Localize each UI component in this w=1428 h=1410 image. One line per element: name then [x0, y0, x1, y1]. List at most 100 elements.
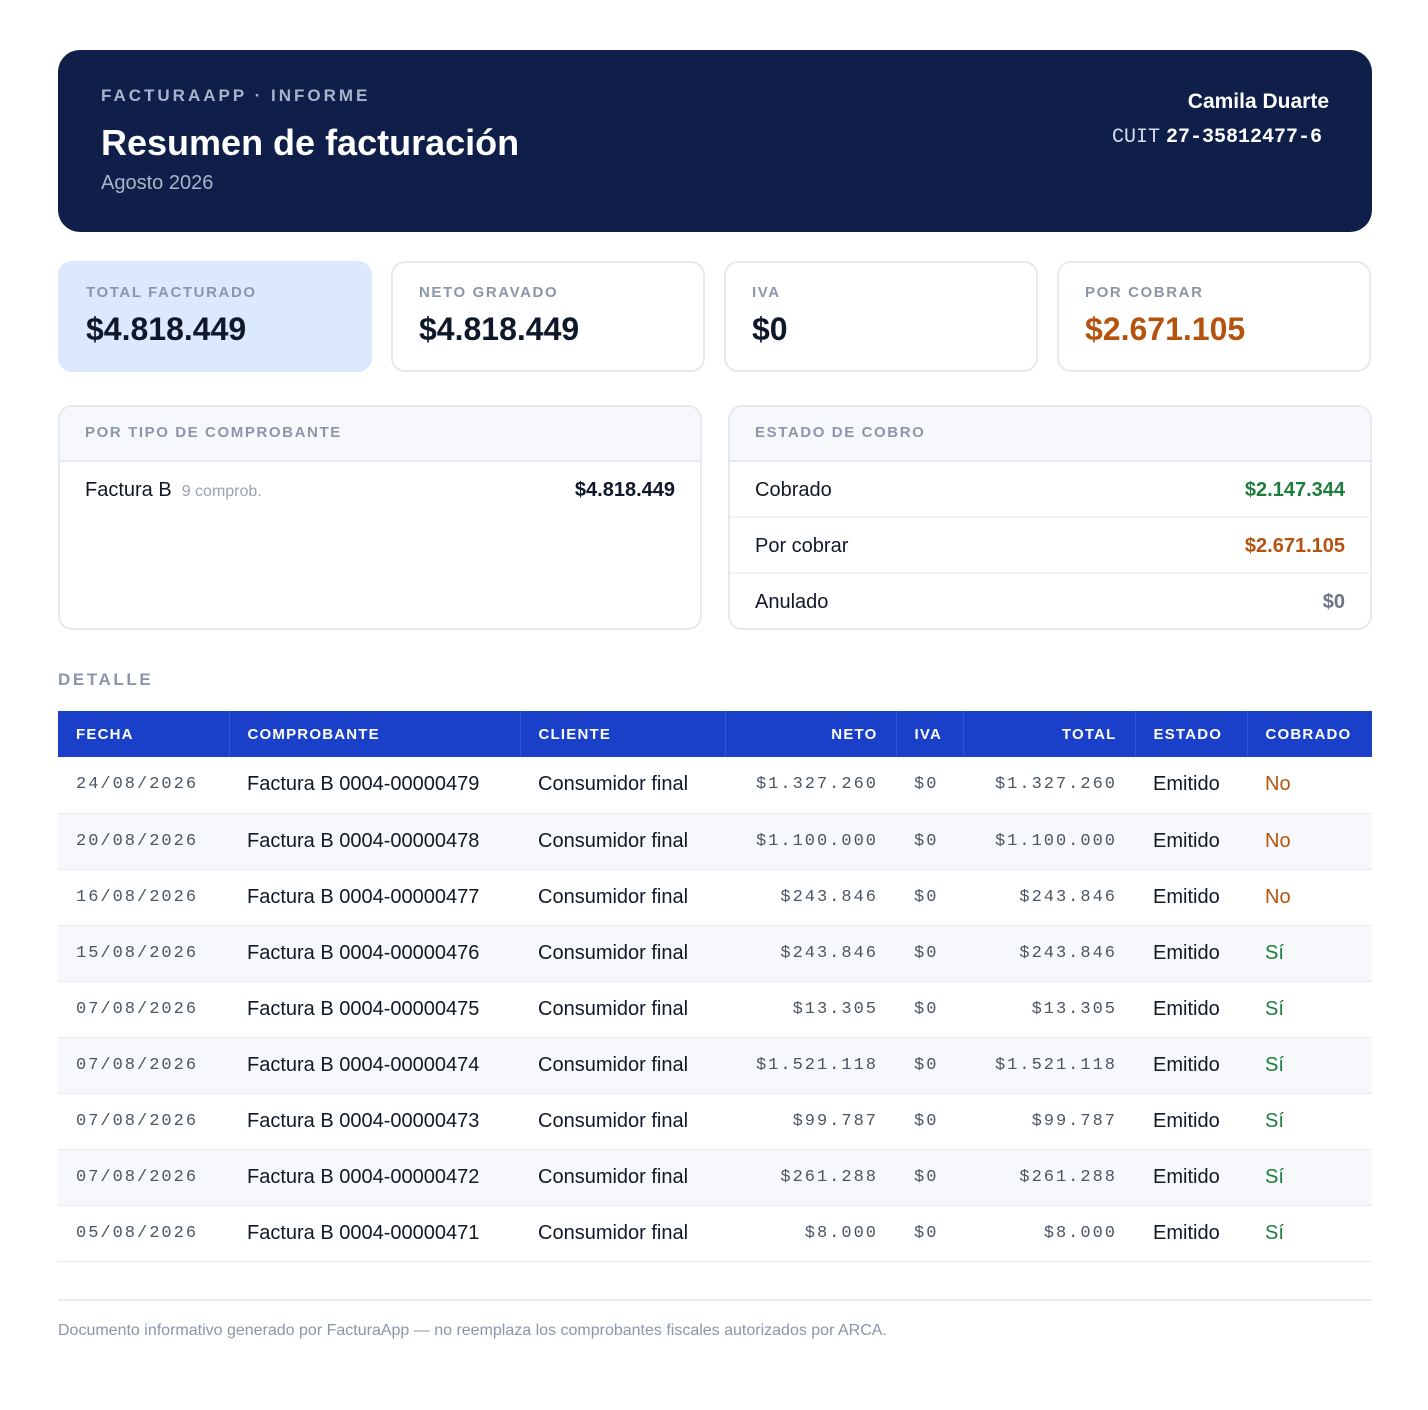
cell-cobrado: Sí [1247, 1093, 1372, 1150]
cell-neto: $8.000 [725, 1205, 896, 1262]
cell-total: $13.305 [963, 981, 1135, 1038]
table-row[interactable]: 15/08/2026 Factura B 0004-00000476 Consumi… [58, 925, 1372, 982]
cell-estado: Emitido [1135, 1037, 1247, 1094]
cell-estado: Emitido [1135, 925, 1247, 982]
cell-fecha: 24/08/2026 [58, 757, 229, 814]
cell-total: $99.787 [963, 1093, 1135, 1150]
cell-cobrado: Sí [1247, 981, 1372, 1038]
column-header-cliente[interactable]: CLIENTE [520, 711, 726, 757]
cell-total: $261.288 [963, 1149, 1135, 1206]
panel-by-type: POR TIPO DE COMPROBANTE Factura B 9 compr… [58, 405, 702, 630]
cell-iva: $0 [896, 757, 963, 814]
column-header-estado[interactable]: ESTADO [1135, 711, 1248, 757]
type-amount: $4.818.449 [574, 479, 675, 501]
cell-cliente: Consumidor final [520, 1093, 725, 1150]
cell-cobrado: Sí [1247, 1205, 1372, 1262]
cell-comprobante: Factura B 0004-00000471 [229, 1205, 520, 1262]
cell-iva: $0 [896, 869, 963, 926]
cell-estado: Emitido [1135, 813, 1247, 870]
column-header-fecha[interactable]: FECHA [58, 711, 230, 757]
table-row[interactable]: 20/08/2026 Factura B 0004-00000478 Consumi… [58, 813, 1372, 870]
status-label: Anulado [755, 591, 829, 613]
kpi-value: $0 [752, 311, 788, 347]
cell-comprobante: Factura B 0004-00000479 [229, 757, 520, 814]
list-item: Cobrado $2.147.344 [730, 462, 1370, 518]
cell-fecha: 07/08/2026 [58, 1037, 229, 1094]
cell-fecha: 15/08/2026 [58, 925, 229, 982]
cell-cobrado: No [1247, 869, 1372, 926]
cell-fecha: 07/08/2026 [58, 981, 229, 1038]
cell-cobrado: No [1247, 757, 1372, 814]
cell-estado: Emitido [1135, 1149, 1247, 1206]
table-row[interactable]: 07/08/2026 Factura B 0004-00000472 Consumi… [58, 1149, 1372, 1206]
cell-comprobante: Factura B 0004-00000478 [229, 813, 520, 870]
cell-estado: Emitido [1135, 1093, 1247, 1150]
app-kicker: FACTURAAPP · INFORME [101, 86, 371, 105]
column-header-iva[interactable]: IVA [896, 711, 964, 757]
cell-total: $1.100.000 [963, 813, 1135, 870]
cell-cobrado: No [1247, 813, 1372, 870]
kpi-por-cobrar: POR COBRAR $2.671.105 [1057, 261, 1371, 372]
cell-comprobante: Factura B 0004-00000476 [229, 925, 520, 982]
status-amount: $0 [1322, 591, 1345, 613]
cell-comprobante: Factura B 0004-00000474 [229, 1037, 520, 1094]
cell-iva: $0 [896, 1037, 963, 1094]
column-header-comprobante[interactable]: COMPROBANTE [229, 711, 521, 757]
cell-fecha: 05/08/2026 [58, 1205, 229, 1262]
table-row[interactable]: 16/08/2026 Factura B 0004-00000477 Consumi… [58, 869, 1372, 926]
cell-neto: $99.787 [725, 1093, 896, 1150]
cell-total: $8.000 [963, 1205, 1135, 1262]
detail-table-body: 24/08/2026 Factura B 0004-00000479 Consumi… [58, 757, 1372, 1262]
kpi-value: $4.818.449 [86, 311, 247, 347]
list-item: Por cobrar $2.671.105 [730, 518, 1370, 574]
list-item: Anulado $0 [730, 574, 1370, 628]
cell-estado: Emitido [1135, 869, 1247, 926]
cell-comprobante: Factura B 0004-00000473 [229, 1093, 520, 1150]
panel-collection-status: ESTADO DE COBRO Cobrado $2.147.344 Por c… [728, 405, 1372, 630]
cell-fecha: 20/08/2026 [58, 813, 229, 870]
cell-fecha: 07/08/2026 [58, 1093, 229, 1150]
status-label: Por cobrar [755, 535, 849, 557]
table-row[interactable]: 07/08/2026 Factura B 0004-00000475 Consumi… [58, 981, 1372, 1038]
kpi-total-facturado: TOTAL FACTURADO $4.818.449 [58, 261, 372, 372]
cell-iva: $0 [896, 813, 963, 870]
cell-iva: $0 [896, 1149, 963, 1206]
report-page: FACTURAAPP · INFORME Resumen de facturac… [58, 50, 1372, 1339]
cell-cobrado: Sí [1247, 925, 1372, 982]
cell-neto: $1.327.260 [725, 757, 896, 814]
status-label: Cobrado [755, 479, 832, 501]
kpi-row: TOTAL FACTURADO $4.818.449 NETO GRAVADO … [58, 261, 1372, 373]
table-row[interactable]: 07/08/2026 Factura B 0004-00000474 Consumi… [58, 1037, 1372, 1094]
detail-table: FECHA COMPROBANTE CLIENTE NETO IVA TOTAL… [58, 711, 1372, 1262]
table-row[interactable]: 05/08/2026 Factura B 0004-00000471 Consumi… [58, 1205, 1372, 1262]
cell-neto: $13.305 [725, 981, 896, 1038]
status-amount: $2.671.105 [1244, 535, 1345, 557]
cell-cliente: Consumidor final [520, 869, 725, 926]
kpi-value: $4.818.449 [419, 311, 580, 347]
cell-neto: $243.846 [725, 869, 896, 926]
kpi-label: POR COBRAR [1085, 284, 1204, 301]
column-header-cobrado[interactable]: COBRADO [1247, 711, 1372, 757]
column-header-neto[interactable]: NETO [725, 711, 897, 757]
cell-comprobante: Factura B 0004-00000475 [229, 981, 520, 1038]
cell-cliente: Consumidor final [520, 1149, 725, 1206]
cuit-label: CUIT [1111, 126, 1160, 149]
column-header-total[interactable]: TOTAL [963, 711, 1136, 757]
table-header-row: FECHA COMPROBANTE CLIENTE NETO IVA TOTAL… [58, 711, 1372, 757]
cell-fecha: 16/08/2026 [58, 869, 229, 926]
cell-iva: $0 [896, 925, 963, 982]
kpi-label: IVA [752, 284, 781, 301]
table-row[interactable]: 07/08/2026 Factura B 0004-00000473 Consumi… [58, 1093, 1372, 1150]
section-label-detalle: DETALLE [58, 670, 154, 689]
kpi-neto-gravado: NETO GRAVADO $4.818.449 [391, 261, 705, 372]
kpi-value: $2.671.105 [1085, 311, 1246, 347]
cell-cliente: Consumidor final [520, 1037, 725, 1094]
cell-cobrado: Sí [1247, 1037, 1372, 1094]
cell-estado: Emitido [1135, 1205, 1247, 1262]
cell-total: $243.846 [963, 869, 1135, 926]
table-row[interactable]: 24/08/2026 Factura B 0004-00000479 Consumi… [58, 757, 1372, 814]
cell-iva: $0 [896, 981, 963, 1038]
kpi-iva: IVA $0 [724, 261, 1038, 372]
cell-cliente: Consumidor final [520, 757, 725, 814]
cell-iva: $0 [896, 1093, 963, 1150]
